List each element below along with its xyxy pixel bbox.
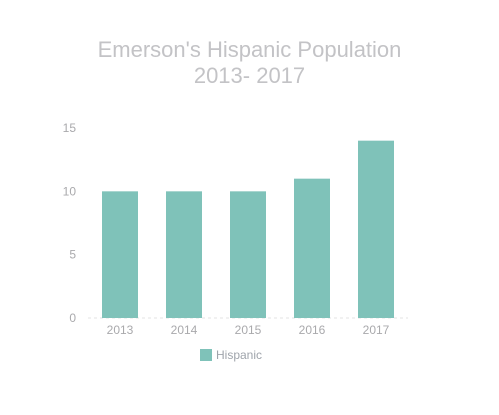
x-tick-label: 2016 [299, 323, 326, 337]
y-tick-label: 0 [69, 311, 76, 325]
bar-2016[interactable] [294, 178, 330, 318]
x-tick-label: 2015 [235, 323, 262, 337]
x-tick-label: 2017 [363, 323, 390, 337]
legend-label-hispanic: Hispanic [216, 348, 262, 362]
x-tick-label: 2014 [171, 323, 198, 337]
bar-2013[interactable] [102, 191, 138, 318]
legend: Hispanic [200, 348, 262, 362]
y-tick-label: 10 [63, 184, 77, 198]
legend-swatch-hispanic [200, 349, 212, 361]
x-tick-label: 2013 [107, 323, 134, 337]
bar-2015[interactable] [230, 191, 266, 318]
bar-2017[interactable] [358, 140, 394, 318]
chart-title-line-1: Emerson's Hispanic Population [97, 37, 402, 62]
y-tick-label: 5 [69, 248, 76, 262]
chart-title-line-2: 2013- 2017 [193, 63, 306, 88]
y-tick-label: 15 [63, 121, 77, 135]
bar-2014[interactable] [166, 191, 202, 318]
